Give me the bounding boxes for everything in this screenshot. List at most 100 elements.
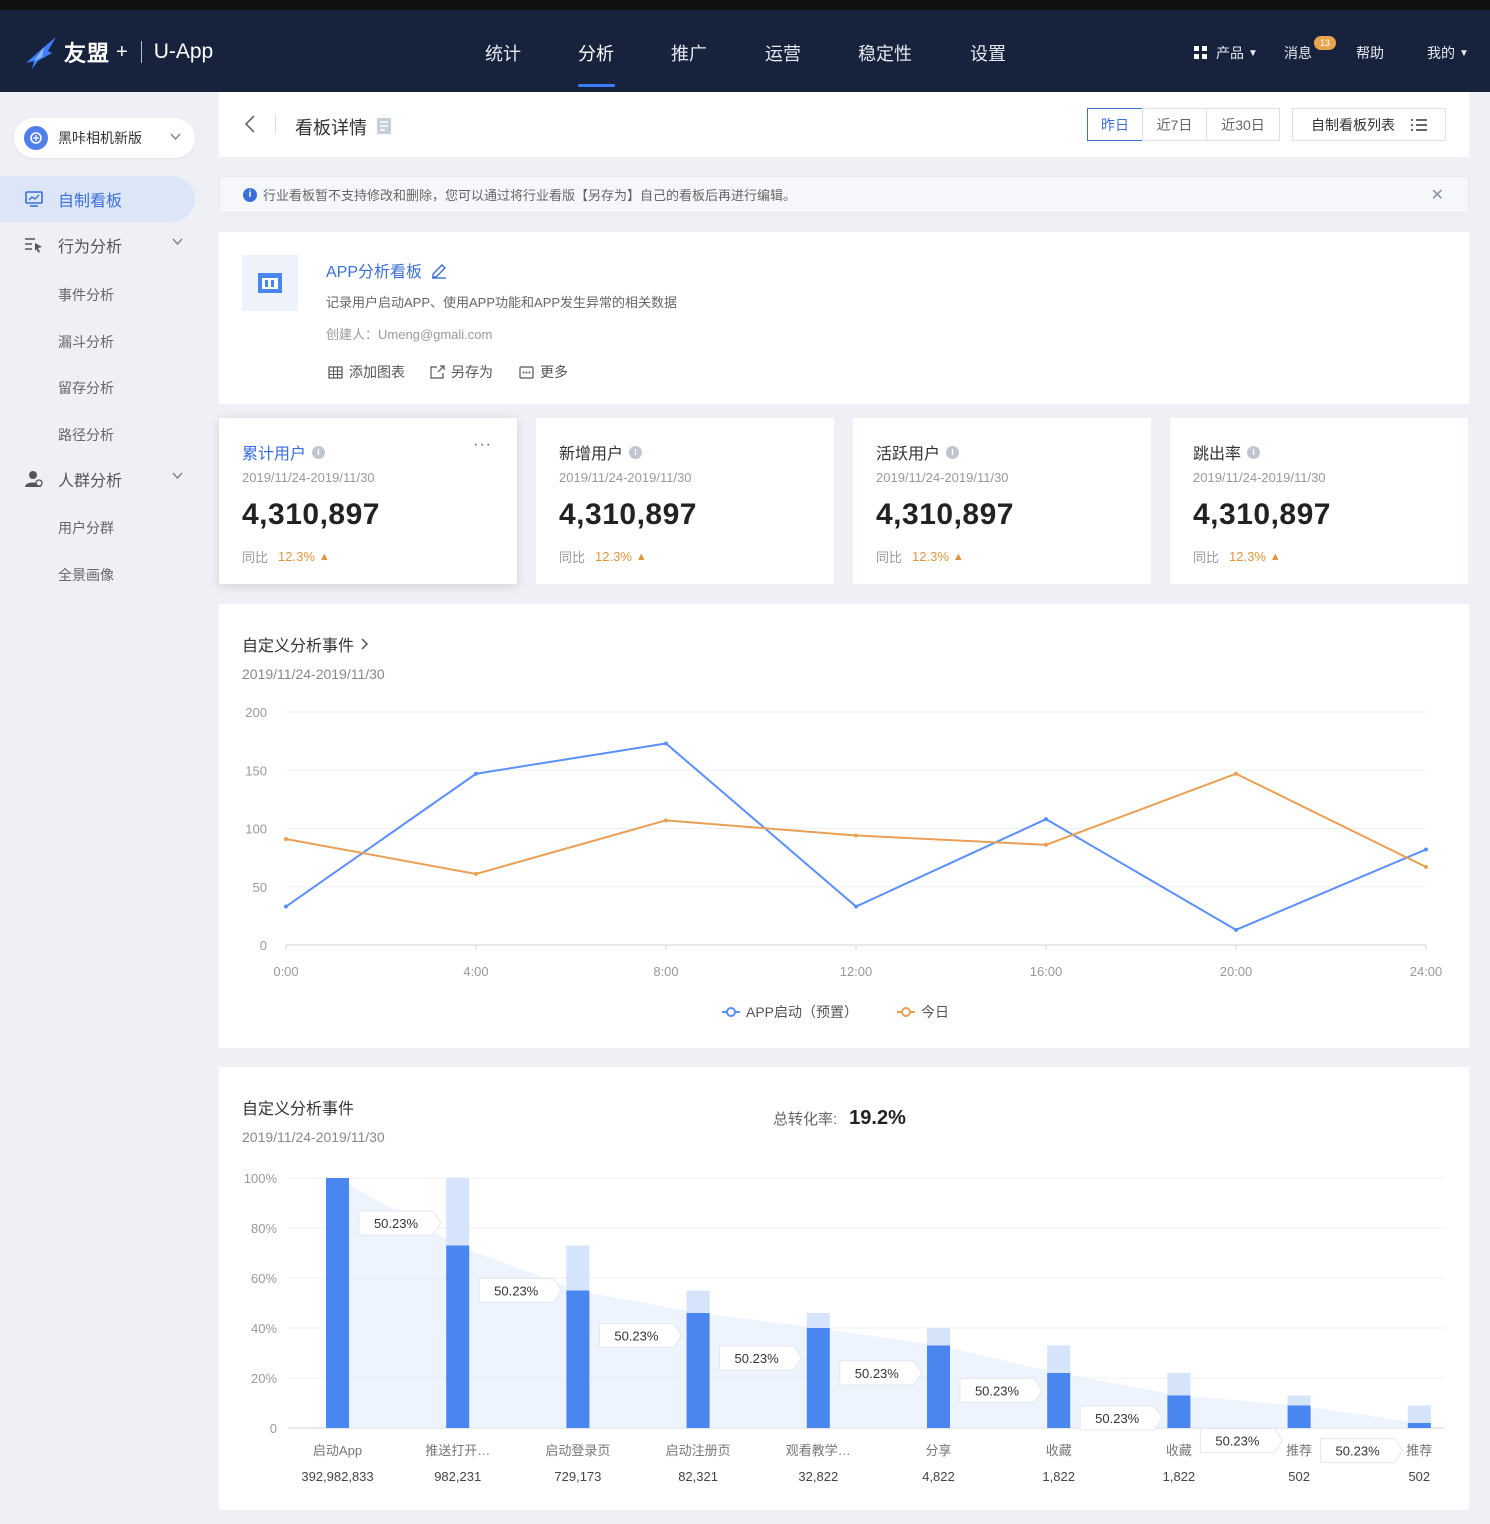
kpi-value: 4,310,897 <box>559 498 697 531</box>
nav-tab-operation[interactable]: 运营 <box>765 44 801 64</box>
kpi-card-new-users[interactable]: 新增用户 i 2019/11/24-2019/11/30 4,310,897 同比… <box>536 418 834 584</box>
funnel-bar <box>686 1313 710 1428</box>
nav-tab-analysis[interactable]: 分析 <box>578 44 614 64</box>
brand-divider <box>140 41 142 63</box>
page-header: 看板详情 昨日 近7日 近30日 自制看板列表 <box>219 92 1469 157</box>
step-conversion-rate: 50.23% <box>855 1366 900 1381</box>
kpi-title-row: 新增用户 i <box>559 440 643 464</box>
table-icon <box>328 365 343 379</box>
edit-pencil-icon[interactable] <box>430 261 448 279</box>
grid-icon <box>1194 46 1207 59</box>
funnel-chart-date: 2019/11/24-2019/11/30 <box>242 1129 385 1145</box>
category-label: 观看教学… <box>786 1443 851 1458</box>
sidebar-item-crowd-analysis[interactable]: 人群分析 <box>0 456 195 502</box>
category-label: 推荐 <box>1406 1443 1432 1458</box>
messages-link[interactable]: 消息 <box>1284 45 1312 61</box>
y-tick-label: 20% <box>251 1371 277 1386</box>
data-point <box>474 771 478 776</box>
legend-item[interactable]: 今日 <box>897 1004 949 1020</box>
board-icon <box>242 255 298 311</box>
brand-logo[interactable]: 友盟 + U-App <box>22 32 213 72</box>
arrow-up-icon: ▲ <box>318 550 330 563</box>
step-conversion-tag: 50.23% <box>598 1323 683 1348</box>
step-conversion-tag: 50.23% <box>1079 1405 1163 1431</box>
sidebar-subitem-user-portrait[interactable]: 全景画像 <box>58 567 114 583</box>
legend-label: APP启动（预置） <box>746 1004 858 1020</box>
kpi-value: 4,310,897 <box>1193 498 1331 531</box>
nav-tab-statistics[interactable]: 统计 <box>485 44 521 64</box>
data-point <box>854 904 858 909</box>
products-menu[interactable]: 产品 ▼ <box>1194 43 1258 63</box>
data-point <box>664 741 668 746</box>
range-7days-button[interactable]: 近7日 <box>1142 108 1207 141</box>
step-conversion-rate: 50.23% <box>1095 1411 1140 1426</box>
sidebar <box>0 92 212 1524</box>
range-30days-button[interactable]: 近30日 <box>1206 108 1280 141</box>
dashboard-list-button[interactable]: 自制看板列表 <box>1292 108 1446 141</box>
data-point <box>854 833 858 838</box>
category-count: 4,822 <box>922 1469 955 1484</box>
data-point <box>474 871 478 876</box>
step-conversion-tag: 50.23% <box>358 1210 442 1236</box>
sidebar-item-label: 行为分析 <box>58 239 123 256</box>
sidebar-subitem-user-segments[interactable]: 用户分群 <box>58 520 114 536</box>
kpi-yoy-value: 12.3% <box>278 549 315 564</box>
kpi-card-bounce-rate[interactable]: 跳出率 i 2019/11/24-2019/11/30 4,310,897 同比 1… <box>1170 418 1468 584</box>
category-count: 729,173 <box>554 1469 601 1484</box>
sidebar-item-dashboard[interactable]: 自制看板 <box>0 176 195 222</box>
app-selector-label: 黑咔相机新版 <box>58 130 142 146</box>
chevron-down-icon <box>170 133 181 141</box>
y-tick-label: 150 <box>245 763 267 778</box>
sidebar-subitem-event-analysis[interactable]: 事件分析 <box>58 287 114 303</box>
close-icon[interactable]: ✕ <box>1430 187 1444 204</box>
line-chart-card: 自定义分析事件 2019/11/24-2019/11/30 0 50 100 150 2… <box>219 604 1469 1048</box>
info-icon[interactable]: i <box>946 445 960 459</box>
kpi-card-active-users[interactable]: 活跃用户 i 2019/11/24-2019/11/30 4,310,897 同比… <box>853 418 1151 584</box>
more-button[interactable]: 更多 <box>519 362 568 382</box>
x-tick-label: 8:00 <box>653 964 678 979</box>
info-icon[interactable]: i <box>629 445 643 459</box>
kpi-value: 4,310,897 <box>242 498 380 531</box>
more-label: 更多 <box>540 364 568 380</box>
add-chart-button[interactable]: 添加图表 <box>328 362 405 382</box>
sidebar-subitem-path-analysis[interactable]: 路径分析 <box>58 427 114 443</box>
legend-item[interactable]: APP启动（预置） <box>722 1004 858 1020</box>
data-point <box>1424 847 1428 852</box>
x-tick-label: 16:00 <box>1030 964 1063 979</box>
kpi-yoy-row: 同比 12.3% ▲ <box>1193 547 1281 566</box>
more-dots-icon <box>519 365 534 379</box>
caret-down-icon: ▼ <box>1248 47 1258 59</box>
kpi-yoy-value: 12.3% <box>1229 549 1266 564</box>
y-tick-label: 40% <box>251 1321 277 1336</box>
account-menu[interactable]: 我的 ▼ <box>1427 43 1469 63</box>
notice-text: 行业看板暂不支持修改和删除，您可以通过将行业看版【另存为】自己的看板后再进行编辑… <box>263 188 797 203</box>
kpi-card-total-users[interactable]: 累计用户 i ··· 2019/11/24-2019/11/30 4,310,89… <box>219 418 517 584</box>
back-arrow-icon[interactable] <box>243 114 257 134</box>
legend-label: 今日 <box>921 1004 949 1020</box>
line-chart-title-link[interactable]: 自定义分析事件 <box>242 632 370 656</box>
help-link[interactable]: 帮助 <box>1356 45 1384 61</box>
sidebar-item-behavior-analysis[interactable]: 行为分析 <box>0 222 195 268</box>
category-count: 982,231 <box>434 1469 481 1484</box>
kpi-yoy-label: 同比 <box>559 550 586 565</box>
total-conversion-value: 19.2% <box>849 1107 906 1129</box>
more-options-icon[interactable]: ··· <box>473 436 492 453</box>
step-conversion-rate: 50.23% <box>1336 1444 1381 1459</box>
app-selector[interactable]: 黑咔相机新版 <box>14 118 195 158</box>
funnel-bar <box>326 1178 349 1428</box>
y-tick-label: 200 <box>245 705 267 720</box>
funnel-bar <box>806 1328 830 1428</box>
kpi-date: 2019/11/24-2019/11/30 <box>242 470 375 485</box>
sidebar-subitem-funnel-analysis[interactable]: 漏斗分析 <box>58 334 114 350</box>
kpi-yoy-row: 同比 12.3% ▲ <box>242 547 330 566</box>
info-icon[interactable]: i <box>1247 445 1261 459</box>
sidebar-item-label: 自制看板 <box>58 193 123 210</box>
nav-tab-stability[interactable]: 稳定性 <box>858 44 912 64</box>
nav-tab-promotion[interactable]: 推广 <box>671 44 707 64</box>
save-as-button[interactable]: 另存为 <box>430 362 493 382</box>
sidebar-subitem-retention-analysis[interactable]: 留存分析 <box>58 380 114 396</box>
range-yesterday-button[interactable]: 昨日 <box>1087 108 1143 141</box>
nav-tab-settings[interactable]: 设置 <box>970 44 1006 64</box>
info-icon[interactable]: i <box>312 445 326 459</box>
dashboard-icon <box>24 189 44 209</box>
